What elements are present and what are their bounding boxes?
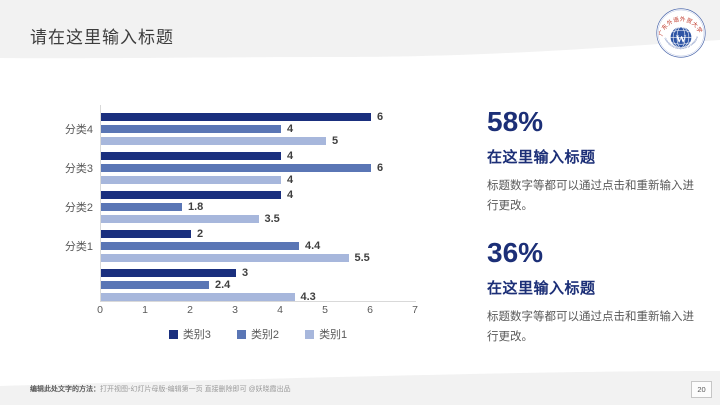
stats-column: 58% 在这里输入标题 标题数字等都可以通过点击和重新输入进行更改。 36% 在… bbox=[487, 108, 715, 348]
bar-row: 5.5 bbox=[101, 252, 416, 264]
stat-body: 标题数字等都可以通过点击和重新输入进行更改。 bbox=[487, 311, 694, 344]
bar-row: 4.4 bbox=[101, 240, 416, 252]
legend-swatch bbox=[236, 329, 246, 339]
bar-row: 2.4 bbox=[101, 279, 416, 291]
bar-类别3 bbox=[101, 152, 281, 160]
category-label: 分类2 bbox=[64, 202, 93, 214]
globe-monogram: W bbox=[676, 34, 687, 45]
bar-chart-plot: 分类4 6 4 5 分类3 4 6 4 分类2 4 1.8 3.5 分类1 2 4.4 5.5 3 2.4 4.3 bbox=[65, 105, 416, 303]
stat-value: 36% bbox=[487, 237, 544, 269]
x-tick-label: 3 bbox=[232, 304, 238, 316]
x-tick-label: 7 bbox=[412, 304, 418, 316]
legend-label: 类别3 bbox=[182, 329, 211, 341]
bar-类别3 bbox=[101, 269, 236, 277]
bar-row: 3.5 bbox=[101, 213, 416, 225]
legend-swatch bbox=[168, 329, 178, 339]
legend-label: 类别1 bbox=[319, 329, 348, 341]
bar-value-label: 5.5 bbox=[354, 252, 370, 264]
x-tick-label: 0 bbox=[97, 304, 103, 316]
bar-类别2 bbox=[101, 242, 299, 250]
bar-row: 4 bbox=[101, 189, 416, 201]
stat-title: 在这里输入标题 bbox=[487, 149, 596, 166]
x-tick-label: 1 bbox=[142, 304, 148, 316]
footer-background bbox=[0, 371, 720, 405]
footer-note-body: 打开视图-幻灯片母版-编辑第一页 直接删除即可 @妖晓霞出品 bbox=[100, 386, 291, 393]
footer-note: 编辑此处文字的方法：打开视图-幻灯片母版-编辑第一页 直接删除即可 @妖晓霞出品 bbox=[30, 384, 291, 394]
x-tick-label: 5 bbox=[322, 304, 328, 316]
bar-value-label: 4 bbox=[287, 189, 294, 201]
seal-inner-ring bbox=[657, 9, 705, 57]
bar-row: 3 bbox=[101, 267, 416, 279]
bar-类别1 bbox=[101, 215, 259, 223]
stat-block-2: 36% 在这里输入标题 标题数字等都可以通过点击和重新输入进行更改。 bbox=[487, 239, 715, 347]
bar-类别2 bbox=[101, 203, 182, 211]
bar-row: 6 bbox=[101, 162, 416, 174]
legend-label: 类别2 bbox=[250, 329, 280, 341]
legend-item: 类别1 bbox=[305, 326, 347, 342]
bar-value-label: 2 bbox=[197, 228, 204, 240]
bar-value-label: 4 bbox=[287, 174, 294, 186]
bar-row: 5 bbox=[101, 135, 416, 147]
stat-body: 标题数字等都可以通过点击和重新输入进行更改。 bbox=[487, 180, 694, 213]
header-background bbox=[0, 0, 720, 59]
bar-value-label: 3 bbox=[242, 267, 249, 279]
globe-meridians bbox=[670, 26, 692, 49]
bar-value-label: 1.8 bbox=[188, 201, 204, 213]
bar-group: 分类3 4 6 4 bbox=[65, 150, 416, 186]
legend-item: 类别3 bbox=[168, 326, 211, 342]
bar-类别1 bbox=[101, 254, 349, 262]
bar-类别3 bbox=[101, 191, 281, 199]
bar-row: 4 bbox=[101, 123, 416, 135]
bar-row: 4 bbox=[101, 150, 416, 162]
slide-title: 请在这里输入标题 bbox=[30, 28, 174, 47]
bar-group: 分类4 6 4 5 bbox=[65, 111, 416, 147]
bar-类别1 bbox=[101, 137, 326, 145]
bar-value-label: 6 bbox=[377, 162, 384, 174]
bar-group: 分类1 2 4.4 5.5 bbox=[65, 228, 416, 264]
bar-value-label: 4.3 bbox=[300, 291, 316, 303]
bar-value-label: 4.4 bbox=[305, 240, 321, 252]
bar-row: 4 bbox=[101, 174, 416, 186]
x-tick-label: 2 bbox=[187, 304, 193, 316]
bar-类别1 bbox=[101, 293, 295, 301]
page-number-box: 20 bbox=[691, 381, 712, 398]
legend-item: 类别2 bbox=[236, 326, 280, 342]
bar-value-label: 6 bbox=[377, 111, 384, 123]
bar-类别1 bbox=[101, 176, 281, 184]
x-tick-label: 4 bbox=[277, 304, 283, 316]
bar-类别3 bbox=[101, 113, 371, 121]
bar-类别2 bbox=[101, 281, 209, 289]
stat-title: 在这里输入标题 bbox=[487, 280, 596, 298]
bar-group: 3 2.4 4.3 bbox=[101, 267, 416, 303]
footer-note-lead: 编辑此处文字的方法： bbox=[30, 386, 100, 393]
category-label: 分类4 bbox=[64, 124, 93, 136]
bar-row: 1.8 bbox=[101, 201, 416, 213]
bar-row: 6 bbox=[101, 111, 416, 123]
bar-类别3 bbox=[101, 230, 191, 238]
bar-value-label: 4 bbox=[287, 150, 294, 162]
bar-group: 分类2 4 1.8 3.5 bbox=[65, 189, 416, 225]
bar-value-label: 3.5 bbox=[264, 213, 280, 225]
chart-legend: 类别3 类别2 类别1 bbox=[100, 326, 416, 342]
bar-类别2 bbox=[101, 125, 281, 133]
bar-value-label: 5 bbox=[332, 135, 339, 147]
x-tick-label: 6 bbox=[367, 304, 373, 316]
legend-swatch bbox=[305, 329, 315, 339]
bar-类别2 bbox=[101, 164, 371, 172]
bar-value-label: 2.4 bbox=[215, 279, 231, 291]
x-axis-ticks: 0 1 2 3 4 5 6 7 bbox=[97, 304, 418, 318]
stat-value: 58% bbox=[487, 106, 544, 137]
bar-row: 4.3 bbox=[101, 291, 416, 303]
stat-block-1: 58% 在这里输入标题 标题数字等都可以通过点击和重新输入进行更改。 bbox=[487, 108, 715, 216]
category-label: 分类1 bbox=[64, 241, 93, 253]
university-logo: W 广东外语外贸大学 GUANGDONG UNIVERSITY OF FOREI… bbox=[656, 8, 706, 58]
bar-row: 2 bbox=[101, 228, 416, 240]
bar-value-label: 4 bbox=[287, 123, 294, 135]
category-label: 分类3 bbox=[64, 163, 93, 175]
